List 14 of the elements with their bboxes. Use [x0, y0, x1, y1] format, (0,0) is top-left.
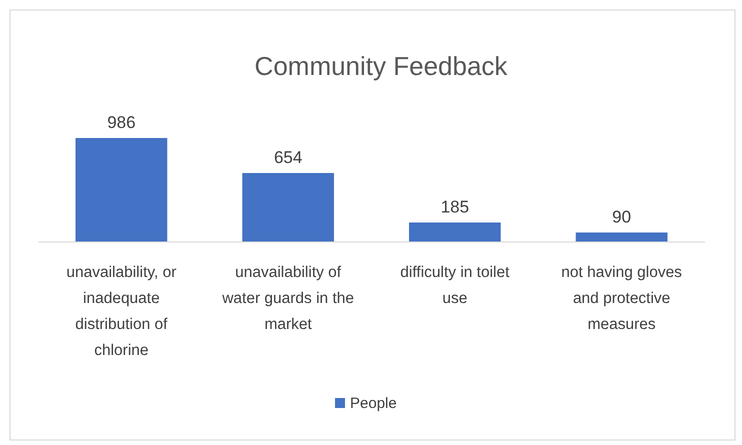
bar — [76, 138, 168, 242]
data-label: 986 — [107, 113, 136, 132]
legend-label: People — [350, 395, 397, 412]
bar — [576, 232, 668, 242]
bar — [242, 173, 334, 242]
data-label: 185 — [440, 197, 470, 216]
x-tick-label: unavailability, or inadequate distribution of chlorine — [66, 264, 176, 359]
data-label: 654 — [274, 148, 302, 168]
data-label: 90 — [612, 208, 632, 227]
x-tick-label: unavailability of water guards in the market — [221, 264, 354, 333]
x-tick-label: not having gloves and protective measures — [561, 264, 682, 333]
chart-title: Community Feedback — [254, 51, 508, 81]
x-tick-label: difficulty in toilet use — [400, 264, 510, 307]
bar — [409, 222, 501, 242]
